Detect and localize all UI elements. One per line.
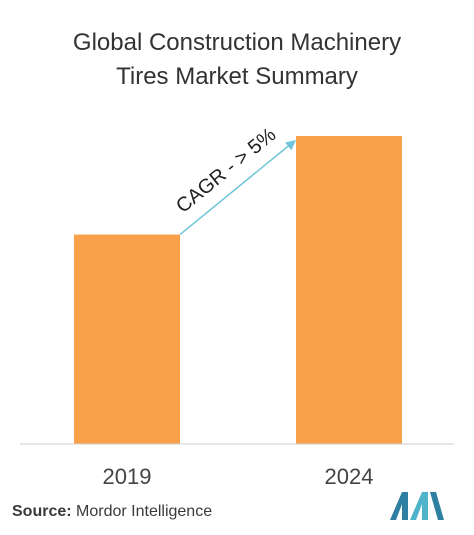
chart-title-line-1: Global Construction Machinery <box>72 29 402 56</box>
bar-2019 <box>74 234 180 444</box>
x-tick-label-2024: 2024 <box>325 464 374 489</box>
chart-title-line-2: Tires Market Summary <box>116 63 358 90</box>
bar-chart: 2019 2024 CAGR - > 5% <box>20 124 454 489</box>
x-tick-label-2019: 2019 <box>103 464 152 489</box>
cagr-annotation: CAGR - > 5% <box>172 124 296 236</box>
mordor-intelligence-logo-icon <box>390 492 444 520</box>
chart-title: Global Construction Machinery Tires Mark… <box>0 26 474 94</box>
bars-group <box>74 136 402 444</box>
cagr-label: CAGR - > 5% <box>172 124 280 218</box>
source-text: Mordor Intelligence <box>76 503 213 520</box>
x-tick-labels: 2019 2024 <box>103 464 374 489</box>
bar-2024 <box>296 136 402 444</box>
source-line: Source: Mordor Intelligence <box>12 503 212 521</box>
source-label: Source: <box>12 503 72 520</box>
cagr-arrow-head <box>285 140 296 151</box>
cagr-arrow-line <box>179 142 293 236</box>
